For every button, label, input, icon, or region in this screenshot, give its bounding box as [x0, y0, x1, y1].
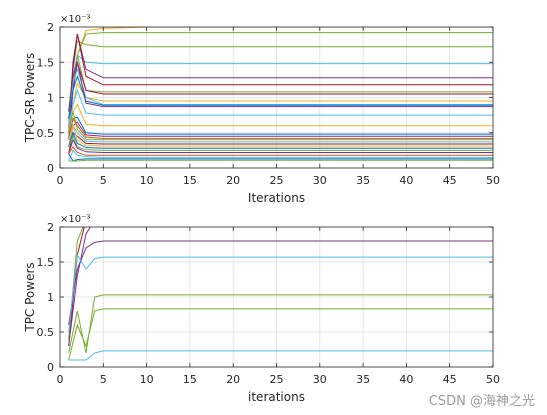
x-tick-label: 0 — [57, 174, 64, 187]
y-tick-label: 1.5 — [37, 256, 55, 269]
x-tick-label: 45 — [443, 174, 457, 187]
x-tick-label: 15 — [183, 174, 197, 187]
y-tick-label: 2 — [47, 221, 54, 234]
y-exponent-label: ×10⁻³ — [60, 14, 90, 25]
series-line-23 — [68, 134, 493, 151]
series-line-10 — [68, 67, 493, 119]
y-axis-label: TPC-SR Powers — [23, 53, 37, 144]
series-line-24 — [68, 138, 493, 155]
y-tick-label: 0 — [47, 162, 54, 175]
series-line-3 — [68, 227, 91, 347]
x-tick-label: 20 — [226, 174, 240, 187]
y-tick-label: 1.5 — [37, 56, 55, 69]
plot-tpc-powers: 0 5 10 15 20 25 30 35 40 45 50 0 0.5 1 1.5 2 ×10⁻³ iterat… — [23, 214, 500, 404]
x-tick-label: 40 — [399, 174, 413, 187]
y-tick-label: 2 — [47, 21, 54, 34]
series-line-22 — [68, 131, 493, 149]
series-group — [68, 227, 493, 361]
series-line-8 — [68, 350, 493, 361]
x-tick-label: 0 — [57, 373, 64, 386]
x-tick-label: 5 — [100, 373, 107, 386]
series-line-17 — [68, 117, 493, 140]
series-line-26 — [68, 149, 493, 162]
y-tick-label: 0.5 — [37, 326, 55, 339]
y-tick-label: 1 — [47, 291, 54, 304]
x-tick-label: 35 — [356, 174, 370, 187]
x-tick-label: 25 — [270, 174, 284, 187]
x-tick-label: 20 — [226, 373, 240, 386]
y-axis-label: TPC Powers — [23, 262, 37, 332]
y-exponent-label: ×10⁻³ — [60, 214, 90, 225]
watermark: CSDN @海神之光 — [428, 394, 535, 409]
series-line-12 — [68, 60, 493, 112]
series-line-5 — [68, 253, 493, 333]
x-tick-label: 30 — [313, 373, 327, 386]
series-line-25 — [68, 145, 493, 156]
x-tick-label: 25 — [270, 373, 284, 386]
series-line-13 — [68, 88, 493, 126]
x-axis-label: Iterations — [248, 191, 305, 205]
x-tick-label: 50 — [486, 174, 500, 187]
y-tick-label: 1 — [47, 92, 54, 105]
x-tick-label: 40 — [399, 373, 413, 386]
y-tick-label: 0.5 — [37, 127, 55, 140]
x-tick-label: 30 — [313, 174, 327, 187]
series-line-21 — [68, 123, 493, 147]
x-tick-label: 10 — [140, 174, 154, 187]
series-line-28 — [68, 159, 493, 162]
x-axis-label: iterations — [248, 390, 305, 404]
series-group — [68, 27, 493, 162]
y-tick-label: 0 — [47, 361, 54, 374]
x-tick-label: 35 — [356, 373, 370, 386]
series-line-18 — [68, 111, 493, 141]
plot-tpc-sr-powers: 0 5 10 15 20 25 30 35 40 45 50 0 0.5 1 1.5 2 ×10⁻³ Iterat… — [23, 14, 500, 205]
series-line-6 — [68, 33, 493, 133]
x-tick-label: 10 — [140, 373, 154, 386]
series-line-4 — [68, 240, 493, 326]
x-tick-label: 5 — [100, 174, 107, 187]
series-line-7 — [68, 308, 493, 361]
series-line-2 — [68, 227, 84, 340]
x-tick-label: 15 — [183, 373, 197, 386]
series-line-6 — [68, 294, 493, 354]
x-tick-label: 45 — [443, 373, 457, 386]
x-tick-label: 50 — [486, 373, 500, 386]
